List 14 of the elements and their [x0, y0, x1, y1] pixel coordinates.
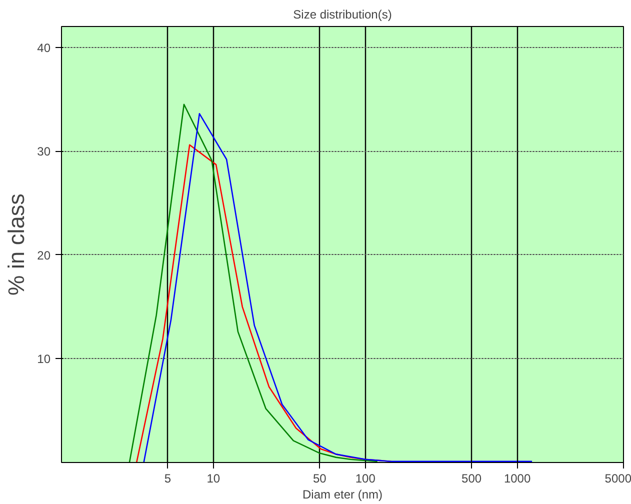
x-tick-label: 1000	[504, 472, 531, 486]
y-tick-label: 30	[37, 144, 51, 159]
x-axis-title: Diam eter (nm)	[302, 488, 383, 502]
x-tick-label: 5000	[604, 472, 631, 486]
y-axis-title: % in class	[3, 193, 30, 296]
x-tick-label: 10	[206, 472, 220, 486]
chart-title: Size distribution(s)	[293, 8, 392, 22]
x-tick-label: 5	[164, 472, 172, 486]
y-tick-label: 10	[37, 352, 51, 366]
x-tick-label: 100	[355, 472, 376, 486]
x-tick-label: 50	[312, 472, 327, 486]
y-tick-label: 20	[37, 248, 51, 262]
y-tick-label: 40	[37, 40, 51, 55]
x-tick-label: 500	[462, 472, 482, 486]
